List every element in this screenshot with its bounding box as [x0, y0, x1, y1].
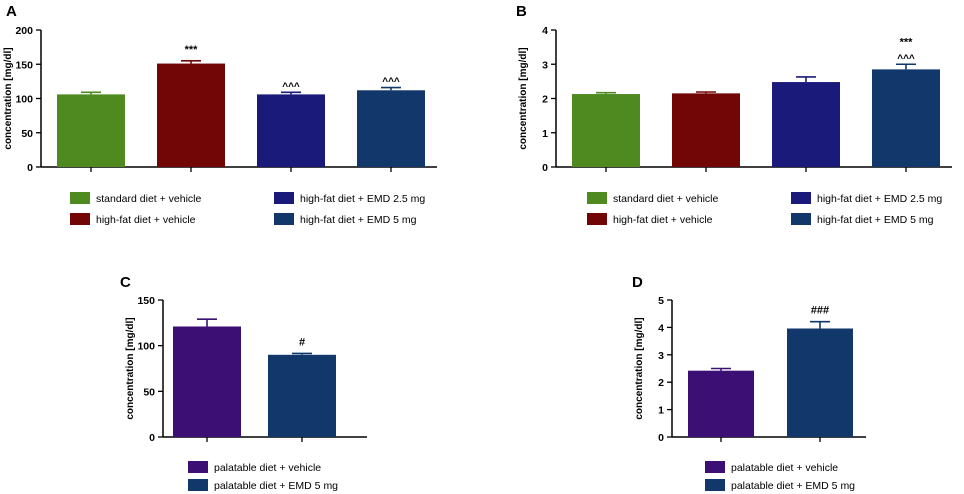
y-tick-label: 4: [542, 25, 548, 37]
y-tick-label: 0: [658, 432, 664, 444]
y-tick-label: 50: [21, 128, 33, 140]
bar: [257, 94, 325, 167]
legend-label: palatable diet + vehicle: [731, 462, 838, 474]
y-tick-label: 2: [658, 377, 664, 389]
y-axis-label: concentration [mg/dl]: [634, 317, 645, 419]
legend-label: palatable diet + EMD 5 mg: [731, 480, 855, 492]
y-tick-label: 100: [15, 94, 33, 106]
bar: [772, 82, 840, 167]
bar: [872, 69, 940, 167]
bar: [572, 94, 640, 167]
y-tick-label: 200: [15, 25, 33, 37]
bar: [268, 354, 336, 437]
legend-swatch: [587, 192, 607, 204]
y-tick-label: 0: [27, 162, 33, 174]
significance-label: ^^^: [897, 53, 915, 64]
legend-label: standard diet + vehicle: [613, 193, 719, 205]
bar: [688, 370, 754, 437]
legend-label: high-fat diet + EMD 5 mg: [817, 214, 934, 226]
y-tick-label: 100: [137, 341, 155, 353]
bar: [357, 90, 425, 167]
bar: [57, 94, 125, 167]
legend-swatch: [791, 213, 811, 225]
y-tick-label: 0: [542, 162, 548, 174]
significance-label: ***: [900, 36, 914, 48]
panel-letter: D: [632, 274, 643, 291]
significance-label: ***: [185, 44, 199, 56]
significance-label: ^^^: [282, 81, 300, 92]
y-tick-label: 150: [15, 59, 33, 71]
y-tick-label: 50: [143, 386, 155, 398]
legend-label: high-fat diet + EMD 2.5 mg: [300, 193, 425, 205]
y-axis-label: concentration [mg/dl]: [125, 317, 136, 419]
legend-swatch: [274, 192, 294, 204]
y-tick-label: 1: [658, 405, 664, 417]
y-tick-label: 5: [658, 295, 664, 307]
legend-swatch: [70, 192, 90, 204]
significance-label: #: [299, 336, 305, 348]
significance-label: ###: [811, 305, 829, 317]
legend-label: high-fat diet + vehicle: [96, 214, 196, 226]
legend-swatch: [791, 192, 811, 204]
bar: [173, 326, 241, 437]
legend-label: high-fat diet + EMD 5 mg: [300, 214, 417, 226]
y-tick-label: 2: [542, 94, 548, 106]
legend-swatch: [188, 461, 208, 473]
legend-swatch: [705, 461, 725, 473]
legend-swatch: [705, 479, 725, 491]
legend-label: high-fat diet + EMD 2.5 mg: [817, 193, 942, 205]
bar: [157, 63, 225, 167]
y-axis-label: concentration [mg/dl]: [3, 47, 14, 149]
legend-label: standard diet + vehicle: [96, 193, 202, 205]
y-tick-label: 4: [658, 322, 664, 334]
y-axis-label: concentration [mg/dl]: [518, 47, 529, 149]
significance-label: ^^^: [382, 77, 400, 88]
legend-swatch: [274, 213, 294, 225]
legend-label: palatable diet + EMD 5 mg: [214, 480, 338, 492]
legend-label: high-fat diet + vehicle: [613, 214, 713, 226]
bar: [672, 93, 740, 167]
panel-letter: A: [6, 3, 17, 20]
legend-swatch: [587, 213, 607, 225]
bar: [787, 328, 853, 437]
y-tick-label: 0: [149, 432, 155, 444]
y-tick-label: 3: [658, 350, 664, 362]
legend-swatch: [188, 479, 208, 491]
panel-letter: C: [120, 274, 131, 291]
panel-b: B 0 1 2 3 4 concentration [mg/dl] *** ^^^ standar…: [516, 3, 952, 226]
panel-d: D 0 1 2 3 4 5 concentration [mg/dl] ### palatable…: [632, 274, 866, 492]
panel-letter: B: [516, 3, 527, 20]
y-tick-label: 3: [542, 59, 548, 71]
legend-swatch: [70, 213, 90, 225]
y-tick-label: 150: [137, 295, 155, 307]
legend-label: palatable diet + vehicle: [214, 462, 321, 474]
y-tick-label: 1: [542, 128, 548, 140]
